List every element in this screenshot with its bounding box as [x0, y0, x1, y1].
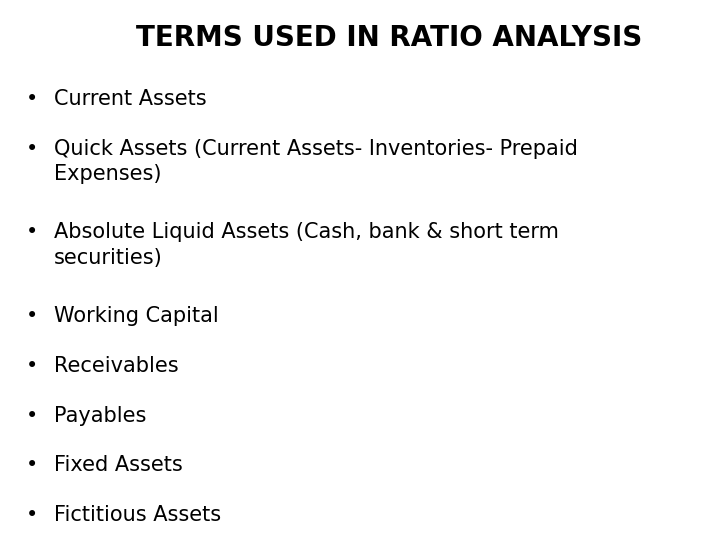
Text: Receivables: Receivables: [54, 356, 179, 376]
Text: •: •: [26, 455, 39, 475]
Text: Payables: Payables: [54, 406, 146, 426]
Text: Fixed Assets: Fixed Assets: [54, 455, 183, 475]
Text: •: •: [26, 139, 39, 159]
Text: Working Capital: Working Capital: [54, 306, 219, 326]
Text: •: •: [26, 356, 39, 376]
Text: •: •: [26, 505, 39, 525]
Text: •: •: [26, 89, 39, 109]
Text: Quick Assets (Current Assets- Inventories- Prepaid
Expenses): Quick Assets (Current Assets- Inventorie…: [54, 139, 578, 184]
Text: •: •: [26, 406, 39, 426]
Text: Current Assets: Current Assets: [54, 89, 207, 109]
Text: •: •: [26, 222, 39, 242]
Text: TERMS USED IN RATIO ANALYSIS: TERMS USED IN RATIO ANALYSIS: [135, 24, 642, 52]
Text: •: •: [26, 306, 39, 326]
Text: Absolute Liquid Assets (Cash, bank & short term
securities): Absolute Liquid Assets (Cash, bank & sho…: [54, 222, 559, 268]
Text: Fictitious Assets: Fictitious Assets: [54, 505, 221, 525]
